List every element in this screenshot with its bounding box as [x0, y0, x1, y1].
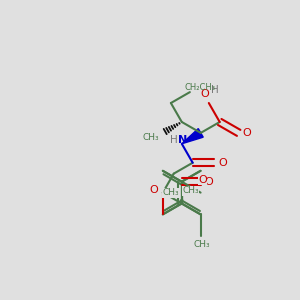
Text: O: O [149, 184, 158, 195]
Text: CH₂CH₃: CH₂CH₃ [184, 83, 215, 92]
Text: O: O [198, 175, 207, 185]
Text: H: H [170, 135, 178, 145]
Polygon shape [182, 129, 203, 144]
Text: H: H [211, 85, 219, 95]
Text: O: O [218, 158, 227, 168]
Text: CH₃: CH₃ [193, 240, 210, 249]
Text: O: O [204, 177, 213, 187]
Text: O: O [200, 89, 209, 99]
Text: CH₃: CH₃ [142, 133, 159, 142]
Text: CH₃: CH₃ [182, 186, 199, 195]
Text: O: O [242, 128, 251, 138]
Text: N: N [178, 135, 188, 145]
Text: CH₃: CH₃ [162, 188, 179, 197]
